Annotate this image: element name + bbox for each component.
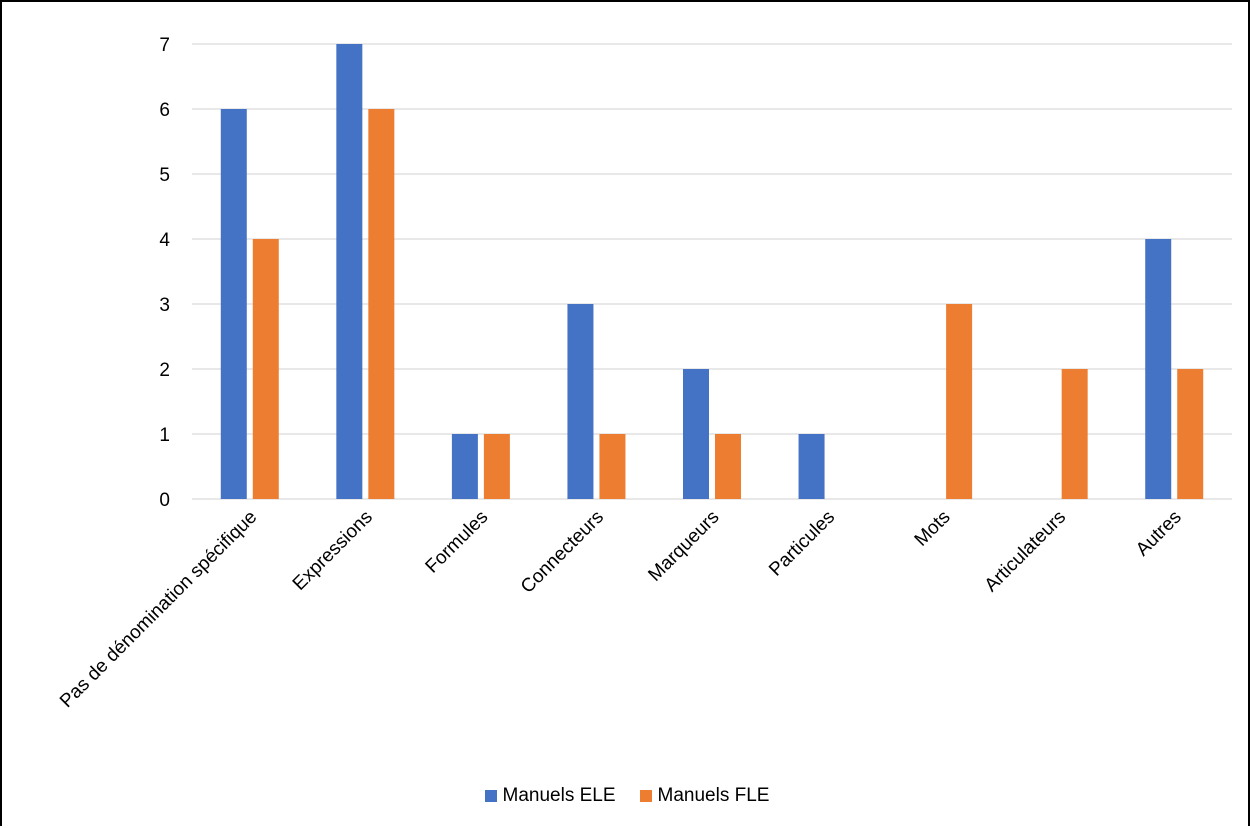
- x-category-label: Marqueurs: [644, 507, 723, 586]
- legend: Manuels ELE Manuels FLE: [2, 785, 1250, 807]
- x-category-label: Connecteurs: [517, 507, 608, 598]
- legend-label-fle: Manuels FLE: [657, 785, 770, 806]
- legend-item-ele: Manuels ELE: [484, 785, 616, 807]
- legend-item-fle: Manuels FLE: [639, 785, 770, 807]
- x-category-label: Expressions: [289, 507, 377, 595]
- x-category-label: Formules: [422, 507, 493, 578]
- bar-ele-2: [451, 434, 478, 499]
- y-tick-label: 2: [159, 360, 170, 381]
- y-tick-label: 0: [159, 490, 170, 511]
- bar-fle-3: [599, 434, 626, 499]
- y-tick-label: 6: [159, 100, 170, 121]
- bar-ele-0: [220, 109, 247, 499]
- bar-ele-1: [336, 44, 363, 499]
- bars: [220, 44, 1204, 499]
- bar-fle-7: [1061, 369, 1088, 499]
- y-axis-ticks: 0 1 2 3 4 5 6 7: [159, 35, 170, 511]
- bar-fle-1: [368, 109, 395, 499]
- bar-fle-6: [946, 304, 973, 499]
- x-category-label: Articulateurs: [981, 507, 1071, 597]
- y-tick-label: 1: [159, 425, 170, 446]
- x-category-label: Mots: [911, 507, 955, 551]
- bar-ele-3: [567, 304, 594, 499]
- x-axis-labels: Pas de dénomination spécifique Expression…: [56, 507, 1186, 712]
- y-tick-label: 5: [159, 165, 170, 186]
- y-tick-label: 7: [159, 35, 170, 56]
- gridlines: [192, 43, 1232, 500]
- legend-label-ele: Manuels ELE: [502, 785, 616, 806]
- bar-fle-0: [252, 239, 279, 499]
- y-tick-label: 4: [159, 230, 170, 251]
- bar-fle-8: [1177, 369, 1204, 499]
- x-category-label: Particules: [765, 507, 839, 581]
- x-category-label: Pas de dénomination spécifique: [56, 507, 261, 712]
- bar-ele-8: [1145, 239, 1172, 499]
- bar-ele-5: [798, 434, 825, 499]
- bar-ele-4: [683, 369, 709, 499]
- legend-swatch-fle: [639, 790, 652, 802]
- bar-fle-4: [715, 434, 741, 499]
- legend-swatch-ele: [484, 790, 497, 802]
- bar-fle-2: [483, 434, 510, 499]
- y-tick-label: 3: [159, 295, 170, 316]
- x-category-label: Autres: [1132, 507, 1186, 561]
